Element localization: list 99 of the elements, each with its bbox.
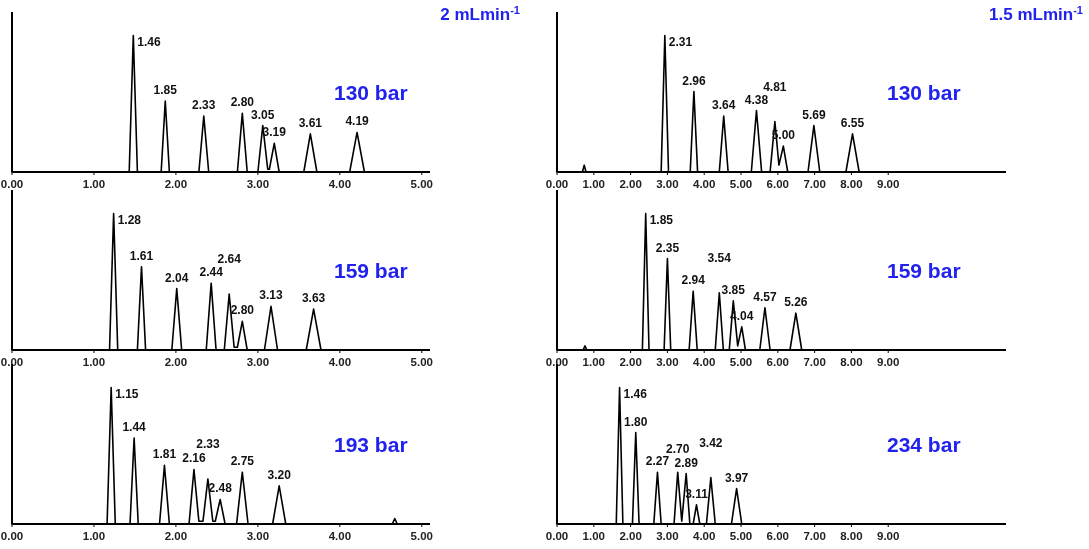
annotation: 2.31	[668, 34, 693, 49]
annotation: 1.28	[117, 212, 142, 227]
annotation: 2.94	[681, 273, 706, 288]
x-tick-label: 0.00	[0, 530, 24, 542]
annotation: 2.64	[217, 252, 242, 267]
x-tick-label: 4.00	[328, 178, 352, 190]
x-tick-label: 2.00	[164, 356, 188, 368]
annotation: 3.54	[707, 250, 732, 265]
annotation: 5.26	[784, 295, 808, 310]
x-tick-label: 1.00	[82, 178, 106, 190]
x-tick-label: 0.00	[0, 178, 24, 190]
x-tick-label: 7.00	[803, 530, 826, 542]
annotation: 1.61	[129, 248, 154, 263]
x-tick-label: 3.00	[246, 530, 270, 542]
annotation: 2.33	[192, 98, 216, 113]
chart-title: 1.5 mLmin$^{-1}$	[989, 4, 1083, 24]
x-tick-label: 2.00	[164, 530, 188, 542]
annotation: 2.75	[230, 454, 255, 469]
x-tick-label: 1.00	[82, 530, 106, 542]
annotation: 2.96	[682, 73, 706, 88]
annotation: 2.27	[645, 454, 670, 469]
annotation: 159 bar	[334, 259, 408, 282]
annotation: 3.97	[724, 470, 749, 485]
x-tick-label: 0.00	[545, 356, 569, 368]
annotation: 2.44	[199, 265, 224, 280]
x-tick-label: 4.00	[693, 530, 716, 542]
x-tick-label: 3.00	[246, 178, 270, 190]
text: 2 mLmin$^{-1}$	[440, 4, 520, 24]
x-tick-label: 6.00	[766, 356, 790, 368]
x-tick-label: 5.00	[410, 530, 433, 542]
annotation: 1.15	[115, 386, 139, 401]
x-tick-label: 2.00	[619, 356, 642, 368]
annotation: 4.38	[744, 92, 769, 107]
x-tick-label: 5.00	[729, 356, 753, 368]
annotation: 1.85	[153, 83, 178, 98]
annotation: 3.64	[712, 98, 736, 113]
annotation: 2.33	[196, 437, 220, 451]
x-tick-label: 1.00	[582, 178, 605, 190]
annotation: 2.80	[230, 95, 255, 110]
x-tick-label: 3.00	[656, 356, 679, 368]
annotation: 3.85	[721, 282, 746, 297]
annotation: 2.04	[165, 270, 189, 285]
x-tick-label: 3.00	[246, 356, 270, 368]
x-tick-label: 5.00	[410, 356, 433, 368]
x-tick-label: 0.00	[545, 178, 569, 190]
x-tick-label: 8.00	[840, 178, 863, 190]
x-tick-label: 8.00	[840, 356, 863, 368]
annotation: 4.57	[753, 289, 777, 304]
annotation: 4.19	[345, 114, 370, 129]
x-tick-label: 7.00	[803, 178, 826, 190]
x-tick-label: 1.00	[582, 530, 605, 542]
annotation: 1.44	[122, 420, 147, 435]
annotation: 5.69	[802, 107, 826, 122]
x-tick-label: 5.00	[410, 178, 433, 190]
annotation: 2.16	[182, 451, 206, 466]
x-tick-label: 5.00	[729, 178, 753, 190]
annotation: 3.63	[301, 291, 326, 306]
x-tick-label: 2.00	[164, 178, 188, 190]
annotation: 6.55	[840, 115, 865, 130]
x-tick-label: 4.00	[328, 356, 352, 368]
x-tick-label: 0.00	[0, 356, 24, 368]
annotation: 130 bar	[887, 81, 961, 104]
annotation: 3.13	[259, 288, 283, 303]
annotation: 159 bar	[887, 259, 961, 282]
x-tick-label: 2.00	[619, 530, 642, 542]
x-tick-label: 1.00	[82, 356, 106, 368]
annotation: 1.85	[649, 212, 674, 227]
x-tick-label: 9.00	[877, 530, 900, 542]
x-tick-label: 6.00	[766, 530, 790, 542]
x-tick-label: 8.00	[840, 530, 863, 542]
x-tick-label: 3.00	[656, 178, 679, 190]
annotation: 3.05	[251, 107, 275, 122]
annotation: 234 bar	[887, 433, 961, 456]
x-tick-label: 9.00	[877, 356, 900, 368]
x-tick-label: 1.00	[582, 356, 605, 368]
annotation: 1.80	[624, 414, 648, 429]
x-tick-label: 6.00	[766, 178, 790, 190]
annotation: 3.61	[298, 115, 323, 130]
x-tick-label: 4.00	[328, 530, 352, 542]
annotation: 2.35	[655, 240, 680, 255]
annotation: 130 bar	[334, 81, 408, 104]
x-tick-label: 0.00	[545, 530, 569, 542]
x-tick-label: 3.00	[656, 530, 679, 542]
x-tick-label: 2.00	[619, 178, 642, 190]
annotation: 1.46	[137, 34, 161, 49]
annotation: 1.81	[152, 447, 177, 462]
annotation: 2.70	[666, 442, 690, 457]
x-tick-label: 9.00	[877, 178, 900, 190]
x-tick-label: 7.00	[803, 356, 826, 368]
annotation: 4.81	[763, 79, 787, 94]
x-tick-label: 4.00	[693, 178, 716, 190]
annotation: 1.46	[623, 386, 648, 401]
x-tick-label: 4.00	[693, 356, 716, 368]
annotation: 2.89	[674, 455, 699, 470]
annotation: 2.80	[230, 303, 255, 318]
annotation: 193 bar	[334, 433, 408, 456]
annotation: 3.42	[699, 435, 723, 450]
x-tick-label: 5.00	[729, 530, 753, 542]
annotation: 3.20	[267, 467, 292, 482]
